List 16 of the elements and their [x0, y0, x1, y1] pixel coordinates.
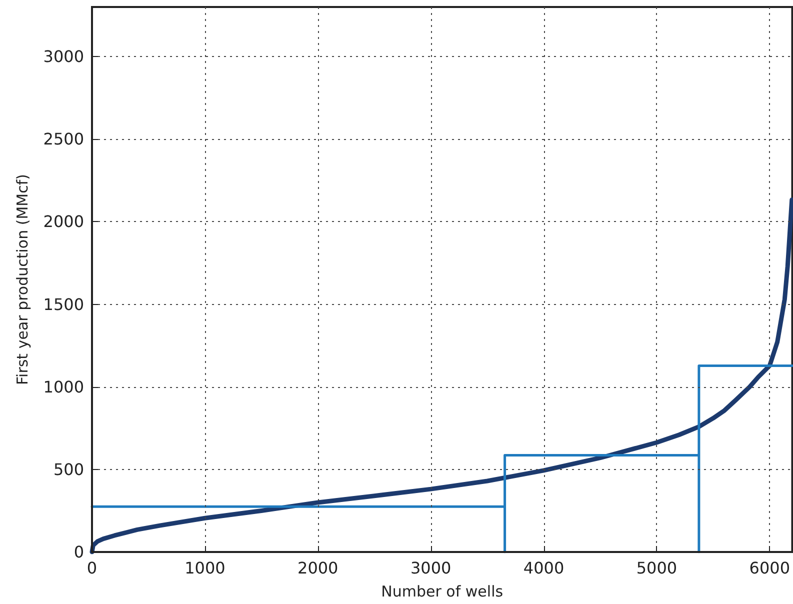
- y-tick-label: 0: [74, 542, 84, 562]
- x-axis-title: Number of wells: [381, 582, 504, 600]
- x-tick-label: 4000: [523, 558, 564, 578]
- x-tick-label: 1000: [184, 558, 226, 578]
- y-axis-title: First year production (MMcf): [14, 174, 32, 385]
- y-tick-label: 2500: [43, 130, 84, 149]
- x-tick-label: 5000: [636, 558, 678, 578]
- y-tick-label: 3000: [43, 47, 84, 66]
- y-tick-label: 1500: [43, 294, 84, 314]
- x-tick-label: 0: [86, 558, 98, 578]
- y-tick-label: 1000: [43, 377, 84, 396]
- x-tick-label: 6000: [749, 558, 790, 578]
- y-tick-label: 2000: [43, 212, 84, 232]
- x-tick-label: 2000: [298, 558, 338, 578]
- x-tick-label: 3000: [410, 558, 452, 578]
- y-tick-label: 500: [53, 460, 84, 479]
